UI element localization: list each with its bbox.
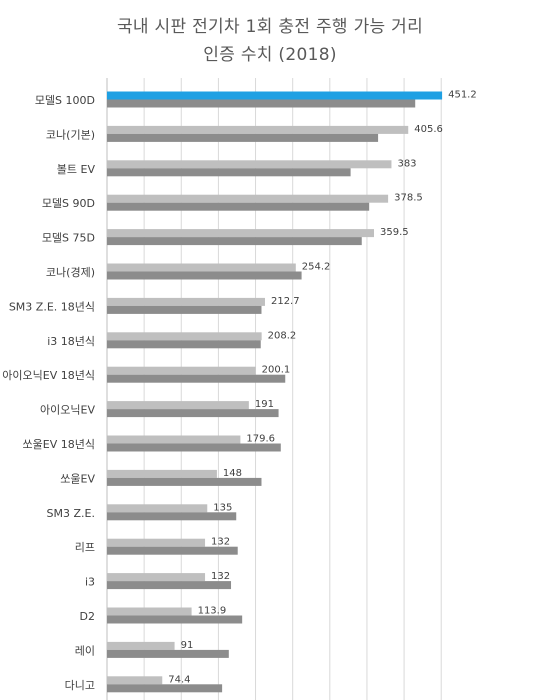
data-label: 378.5 <box>394 193 423 204</box>
category-label: 쏘울EV 18년식 <box>23 438 95 451</box>
bar-series-1 <box>107 607 192 616</box>
data-label: 383 <box>397 158 416 169</box>
category-label: 아이오닉EV 18년식 <box>2 369 95 382</box>
bar-series-1 <box>107 366 256 375</box>
data-label: 179.6 <box>246 434 275 445</box>
data-label: 74.4 <box>168 674 190 685</box>
category-label: 다니고 <box>65 679 95 692</box>
bar-series-2 <box>107 512 237 521</box>
data-label: 135 <box>213 502 232 513</box>
bar-series-2 <box>107 237 362 246</box>
bar-series-2 <box>107 615 243 624</box>
chart-subtitle: 인증 수치 (2018) <box>203 45 337 65</box>
bar-series-2 <box>107 546 238 555</box>
data-label: 212.7 <box>271 296 300 307</box>
category-label: 코나(경제) <box>46 266 95 279</box>
category-label: 코나(기본) <box>46 128 95 141</box>
data-label: 208.2 <box>268 330 297 341</box>
category-label: i3 18년식 <box>47 335 95 348</box>
data-label: 191 <box>255 399 274 410</box>
bar-series-2 <box>107 684 223 693</box>
bar-series-1 <box>107 641 175 650</box>
bar-series-1 <box>107 160 392 169</box>
bar-series-1 <box>107 91 443 100</box>
category-label: 쏘울EV <box>60 472 95 485</box>
data-label: 359.5 <box>380 227 409 238</box>
bar-series-2 <box>107 581 232 590</box>
category-label: i3 <box>85 576 95 589</box>
data-label: 132 <box>211 537 230 548</box>
data-label: 132 <box>211 571 230 582</box>
bar-series-1 <box>107 504 208 513</box>
data-label: 91 <box>181 640 194 651</box>
bar-series-1 <box>107 332 262 341</box>
category-label: SM3 Z.E. 18년식 <box>9 300 95 313</box>
bar-series-1 <box>107 263 296 272</box>
bar-series-1 <box>107 229 375 238</box>
data-label: 451.2 <box>448 90 477 101</box>
bar-series-2 <box>107 649 229 658</box>
bar-series-2 <box>107 340 261 349</box>
bar-series-1 <box>107 401 249 410</box>
bar-series-1 <box>107 676 163 685</box>
data-label: 200.1 <box>262 365 291 376</box>
bar-series-1 <box>107 194 389 203</box>
bar-series-2 <box>107 443 281 452</box>
data-label: 254.2 <box>302 262 331 273</box>
chart-title: 국내 시판 전기차 1회 충전 주행 가능 거리 <box>116 17 424 37</box>
bar-series-2 <box>107 305 262 314</box>
category-label: 모델S 90D <box>42 197 95 210</box>
data-label: 148 <box>223 468 242 479</box>
category-label: 리프 <box>75 541 95 554</box>
bar-series-1 <box>107 297 265 306</box>
category-label: SM3 Z.E. <box>47 507 95 520</box>
bar-series-2 <box>107 409 279 418</box>
bar-series-2 <box>107 168 351 177</box>
bar-series-2 <box>107 202 370 211</box>
bar-series-2 <box>107 374 286 383</box>
bar-series-2 <box>107 99 416 108</box>
bar-series-1 <box>107 469 217 478</box>
data-label: 405.6 <box>414 124 443 135</box>
bar-series-2 <box>107 477 262 486</box>
category-label: D2 <box>80 610 95 623</box>
category-label: 아이오닉EV <box>40 404 95 417</box>
category-label: 레이 <box>75 644 95 657</box>
bar-series-2 <box>107 133 379 142</box>
bar-series-1 <box>107 538 206 547</box>
bar-series-1 <box>107 125 409 134</box>
bar-series-1 <box>107 573 206 582</box>
data-label: 113.9 <box>198 606 227 617</box>
bar-series-1 <box>107 435 241 444</box>
category-label: 모델S 100D <box>35 94 95 107</box>
category-label: 모델S 75D <box>42 232 95 245</box>
category-label: 볼트 EV <box>57 163 96 176</box>
bar-series-2 <box>107 271 302 280</box>
